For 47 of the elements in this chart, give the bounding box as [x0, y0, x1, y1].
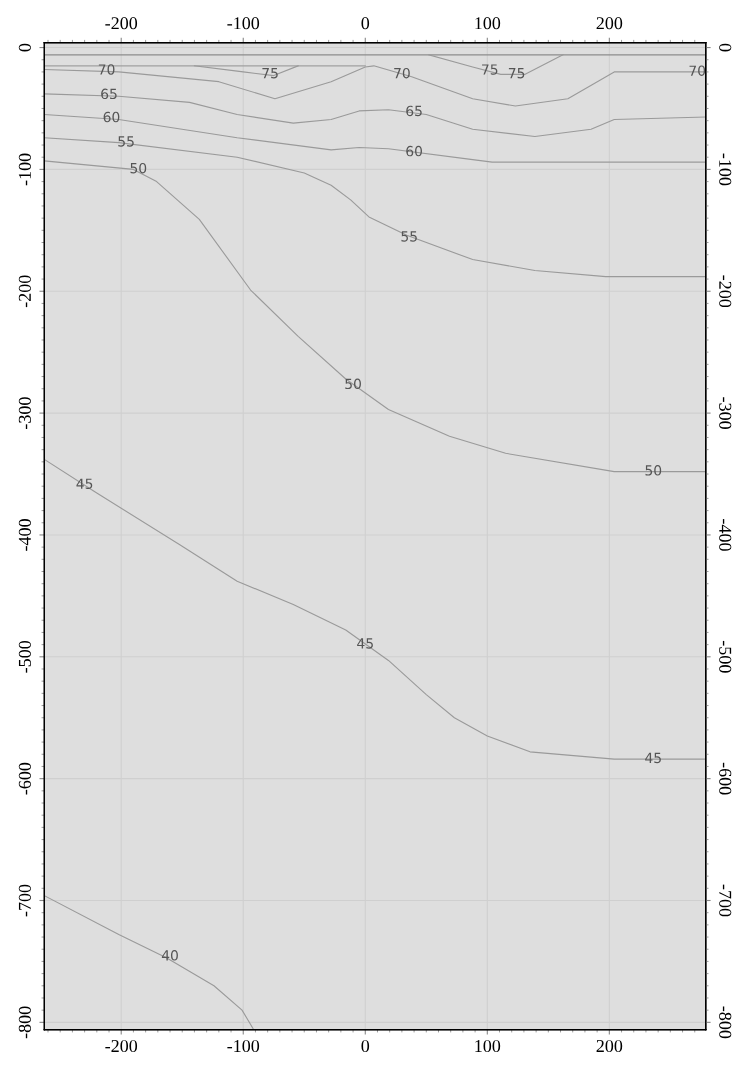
x2-tick-label: 100	[475, 17, 501, 30]
x-tick-label: 100	[475, 1039, 501, 1053]
annotation: 55	[401, 231, 417, 242]
annotation: 50	[645, 465, 662, 476]
y-tick-label: -700	[18, 884, 31, 917]
y2-tick-label: -100	[719, 153, 732, 186]
y-tick-label: 0	[18, 43, 31, 52]
y-tick-label: -100	[18, 153, 31, 186]
annotation: 45	[76, 478, 93, 490]
x-tick-label: 0	[361, 1039, 370, 1053]
annotation: 55	[118, 136, 134, 147]
annotation: 75	[262, 68, 278, 79]
y-tick-label: -600	[18, 762, 31, 795]
y2-tick-label: -400	[719, 519, 732, 551]
x-tick-label: -100	[227, 1039, 260, 1053]
x2-tick-label: -100	[227, 17, 260, 30]
y2-tick-label: 0	[719, 43, 732, 52]
x2-tick-label: -200	[105, 17, 138, 30]
y-tick-label: -200	[18, 275, 31, 308]
annotation: 40	[161, 950, 178, 961]
y2-tick-label: -200	[719, 275, 732, 308]
annotation: 75	[508, 68, 525, 79]
annotation: 50	[345, 378, 361, 390]
annotation: 65	[101, 88, 117, 100]
y2-tick-label: -600	[719, 762, 732, 795]
annotation: 70	[98, 64, 115, 75]
annotation: 60	[103, 111, 120, 123]
annotation: 65	[406, 105, 422, 117]
y2-tick-label: -800	[719, 1006, 732, 1039]
annotation: 50	[130, 162, 147, 174]
x2-tick-label: 0	[361, 17, 370, 30]
y2-tick-label: -500	[719, 640, 732, 673]
y-tick-label: -800	[18, 1006, 31, 1039]
x-tick-label: 200	[596, 1039, 623, 1053]
annotation: 45	[357, 638, 373, 649]
x-tick-label: -200	[105, 1039, 138, 1053]
y-tick-label: -400	[18, 519, 31, 551]
annotation: 60	[406, 145, 423, 157]
y-tick-label: -500	[18, 640, 31, 673]
annotation: 70	[689, 65, 706, 76]
y-tick-label: -300	[18, 397, 31, 429]
annotation: 75	[482, 64, 498, 75]
annotation: 45	[645, 752, 661, 764]
x2-tick-label: 200	[596, 17, 623, 30]
y2-tick-label: -300	[719, 397, 732, 429]
y2-tick-label: -700	[719, 884, 732, 917]
annotation: 70	[394, 67, 410, 79]
